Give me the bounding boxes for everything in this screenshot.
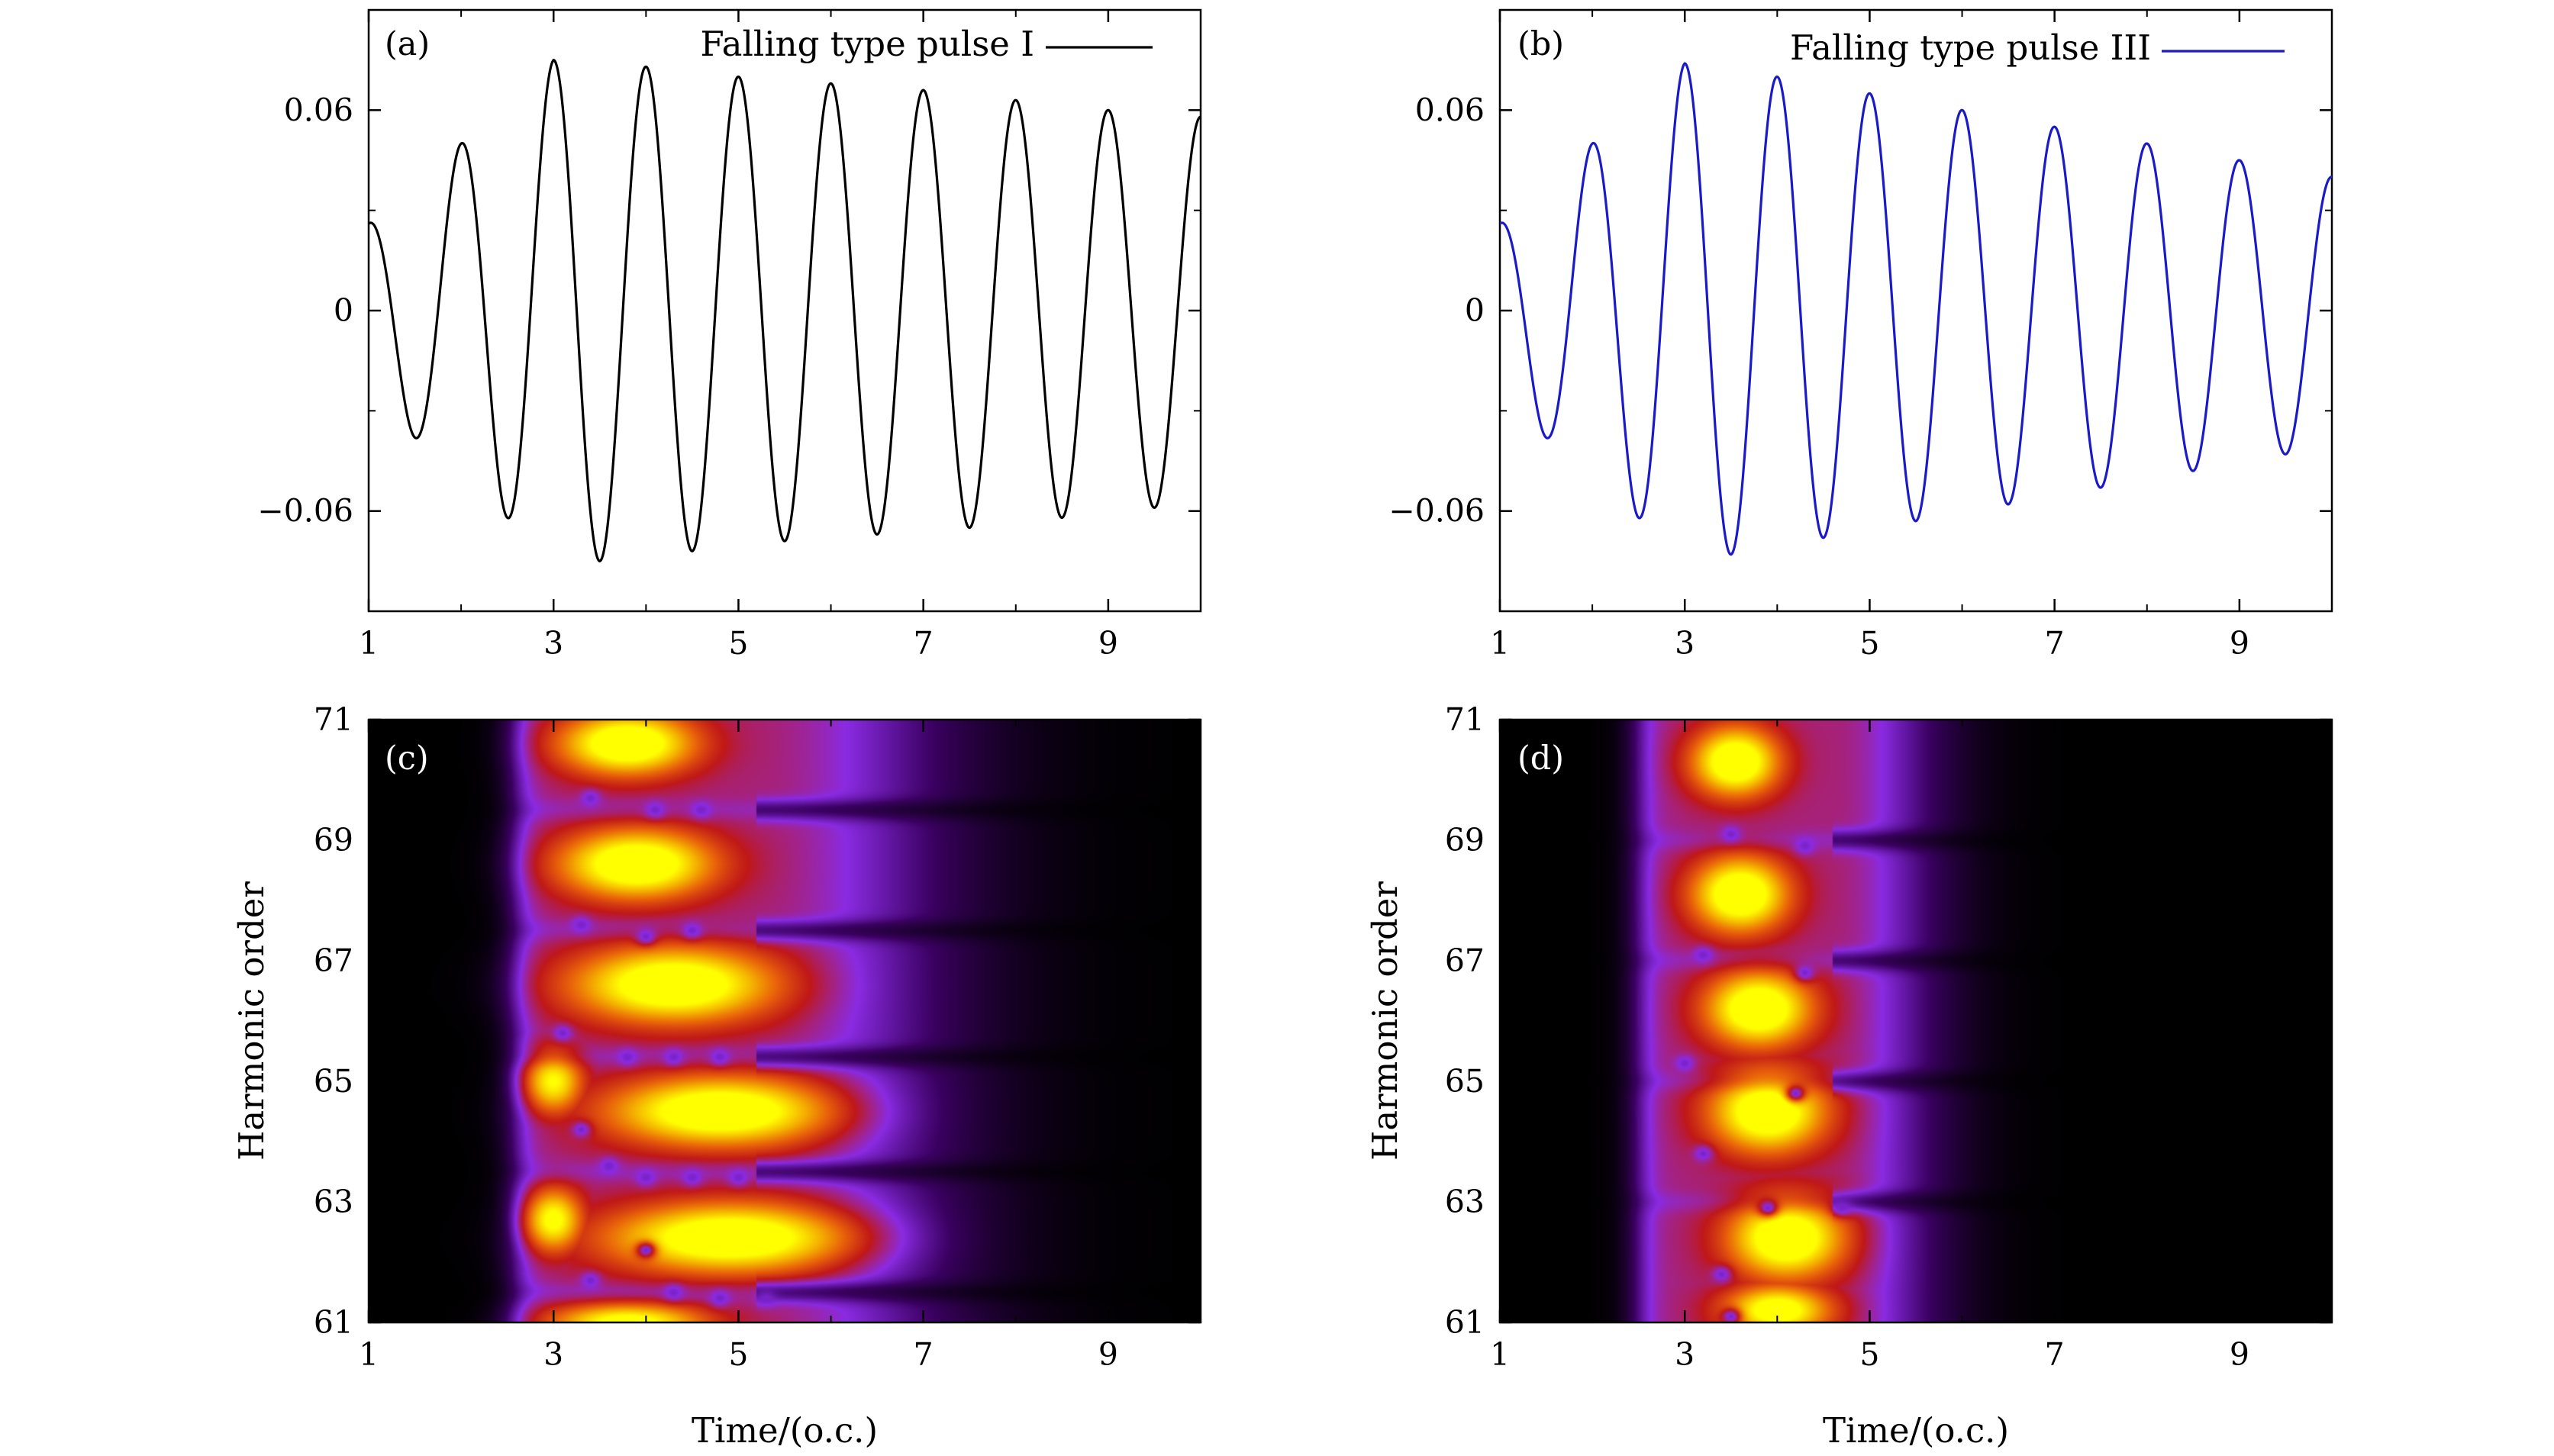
x-tick-label: 7 (2045, 1336, 2065, 1373)
legend-entry-label: Falling type pulse I (701, 24, 1035, 64)
y-tick-label: 71 (1445, 701, 1485, 738)
x-axis-label: Time/(o.c.) (692, 1410, 878, 1451)
y-tick-label: 0.06 (1415, 92, 1485, 128)
x-tick-label: 3 (1675, 1336, 1695, 1373)
axis-ticks: 1 3 5 7 9 −0.06 0 0.06 (1388, 9, 2333, 662)
y-tick-label: 67 (1445, 942, 1485, 979)
x-tick-label: 1 (359, 1336, 379, 1373)
plot-frame (367, 8, 1202, 613)
x-tick-label: 7 (914, 1336, 934, 1373)
panel-label: (b) (1517, 25, 1564, 63)
y-tick-label: 69 (314, 822, 353, 858)
y-tick-label: 0 (334, 292, 353, 329)
x-tick-label: 7 (2045, 625, 2065, 662)
y-tick-label: 67 (314, 942, 353, 979)
panel-label: (a) (385, 25, 430, 63)
x-tick-label: 3 (1675, 625, 1695, 662)
axis-ticks: 1 3 5 7 9 −0.06 0 0.06 (257, 9, 1201, 662)
x-tick-label: 5 (1859, 1336, 1879, 1373)
x-tick-label: 9 (2230, 625, 2249, 662)
series-line (1500, 62, 2332, 556)
x-axis-label: Time/(o.c.) (1823, 1410, 2009, 1451)
y-tick-label: 69 (1445, 822, 1485, 858)
panel-label: (d) (1517, 739, 1564, 778)
y-tick-label: 0.06 (284, 92, 353, 128)
y-tick-label: 71 (314, 701, 353, 738)
panel-a-line-chart: 1 3 5 7 9 −0.06 0 0.06 (a) Falling type pulse I (257, 8, 1202, 662)
y-tick-label: 0 (1465, 292, 1485, 329)
y-tick-label: −0.06 (257, 493, 353, 530)
y-axis-label: Harmonic order (231, 881, 272, 1161)
y-tick-label: 61 (1445, 1304, 1485, 1341)
panel-b-line-chart: 1 3 5 7 9 −0.06 0 0.06 (b) Falling type pulse I… (1388, 8, 2333, 662)
axis-ticks: 1 3 5 7 9 61 63 65 67 69 71 (314, 701, 1201, 1373)
legend-entry-label: Falling type pulse III (1790, 27, 2151, 68)
heatmap-canvas (369, 720, 1201, 1322)
x-tick-label: 5 (728, 625, 748, 662)
y-tick-label: 65 (314, 1063, 353, 1100)
x-tick-label: 9 (1098, 625, 1118, 662)
y-tick-label: 63 (1445, 1184, 1485, 1220)
x-tick-label: 1 (1490, 1336, 1510, 1373)
y-tick-label: 65 (1445, 1063, 1485, 1100)
series-line (369, 59, 1201, 563)
y-tick-label: −0.06 (1388, 493, 1485, 530)
x-tick-label: 3 (543, 1336, 563, 1373)
panel-label: (c) (385, 739, 429, 778)
y-axis-label: Harmonic order (1365, 881, 1405, 1161)
x-tick-label: 9 (2230, 1336, 2249, 1373)
panel-d-heatmap: 1 3 5 7 9 61 63 65 67 69 71 (d) Time/(o.c.) Harmon… (1365, 701, 2333, 1451)
heatmap-canvas (1500, 720, 2332, 1322)
x-tick-label: 3 (543, 625, 563, 662)
x-tick-label: 5 (728, 1336, 748, 1373)
y-tick-label: 63 (314, 1184, 353, 1220)
panel-c-heatmap: 1 3 5 7 9 61 63 65 67 69 71 (c) Time/(o.c.) Harmon… (231, 701, 1202, 1451)
y-tick-label: 61 (314, 1304, 353, 1341)
x-tick-label: 1 (1490, 625, 1510, 662)
x-tick-label: 1 (359, 625, 379, 662)
x-tick-label: 9 (1098, 1336, 1118, 1373)
axis-ticks: 1 3 5 7 9 61 63 65 67 69 71 (1445, 701, 2333, 1373)
x-tick-label: 7 (914, 625, 934, 662)
x-tick-label: 5 (1859, 625, 1879, 662)
